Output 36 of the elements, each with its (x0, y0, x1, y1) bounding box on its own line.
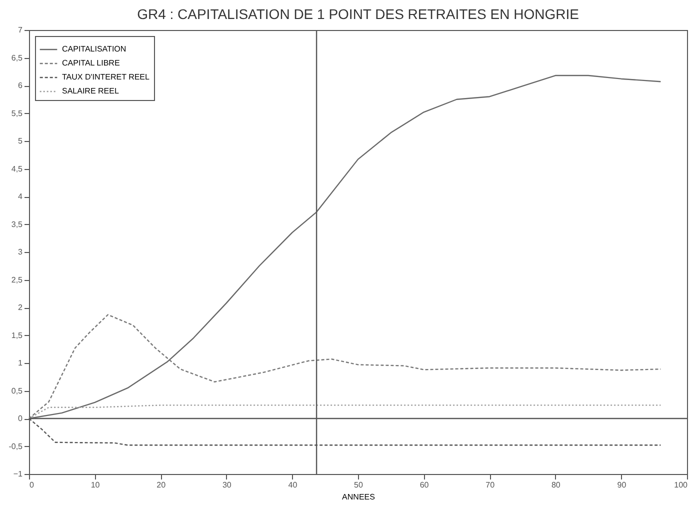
y-tick-label: 2 (18, 303, 24, 312)
x-tick-label: 0 (30, 480, 34, 490)
chart-title: GR4 : CAPITALISATION DE 1 POINT DES RETRAITES EN HONGRIE (137, 6, 579, 22)
x-tick-label: 50 (354, 480, 364, 490)
y-tick-label: 5 (18, 136, 24, 146)
y-tick-label: 4 (18, 192, 24, 201)
y-tick-label: 7 (18, 26, 24, 34)
line-series (28, 314, 662, 420)
y-tick-label: 0 (18, 414, 24, 423)
y-tick-label: 6,5 (11, 53, 24, 62)
y-tick-label: 3 (18, 248, 24, 256)
legend-label: CAPITAL LIBRE (62, 58, 120, 68)
y-tick-label: 5,5 (11, 108, 24, 118)
legend-label: CAPITALISATION (62, 44, 126, 54)
y-tick-label: 2,5 (11, 275, 24, 284)
x-tick-label: 10 (90, 480, 100, 490)
y-tick-label: 0,5 (11, 386, 24, 396)
x-tick-label: 20 (156, 480, 166, 490)
x-tick-label: 60 (420, 480, 430, 490)
y-tick-label: 1 (18, 358, 24, 368)
y-tick-label: -0,5 (8, 442, 24, 451)
x-tick-label: 40 (288, 480, 298, 490)
y-tick-label: −1 (13, 470, 24, 478)
x-tick-label: 80 (551, 480, 561, 490)
x-tick-label: 70 (486, 480, 496, 490)
y-tick-label: 6 (18, 81, 24, 90)
legend-label: TAUX D'INTERET REEL (62, 72, 150, 82)
line-series (28, 74, 662, 420)
x-axis-title: ANNEES (342, 492, 375, 502)
y-tick-label: 1,5 (11, 330, 24, 340)
y-tick-label: 3,5 (11, 220, 24, 229)
x-tick-label: 100 (674, 480, 688, 490)
legend-label: SALAIRE REEL (62, 86, 120, 96)
x-tick-label: 90 (617, 480, 627, 490)
y-tick-label: 4,5 (11, 164, 24, 174)
x-tick-label: 30 (222, 480, 232, 490)
